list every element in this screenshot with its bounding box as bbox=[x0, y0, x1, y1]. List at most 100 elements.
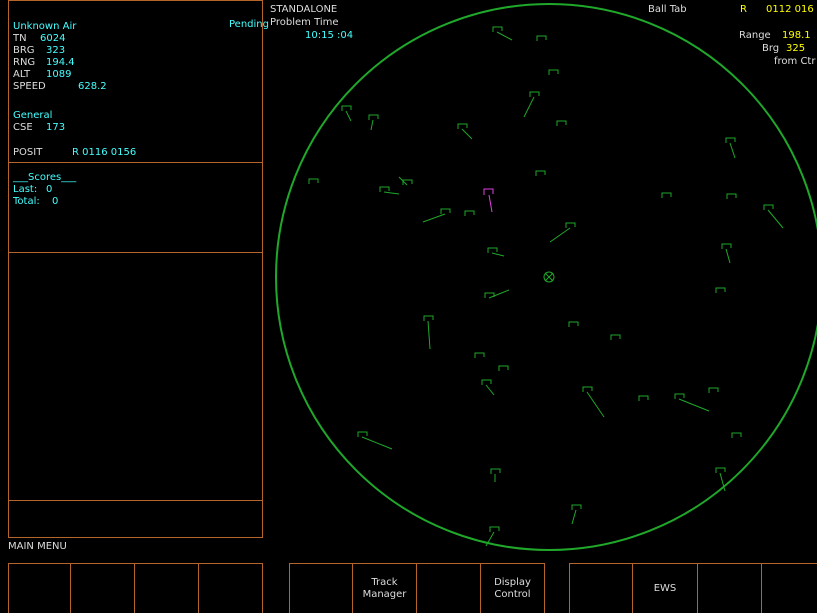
track-flag bbox=[457, 123, 468, 129]
track-symbol[interactable] bbox=[308, 178, 319, 184]
field-label: ALT bbox=[13, 69, 31, 80]
brg-label: Brg bbox=[762, 43, 780, 54]
track-symbol[interactable] bbox=[487, 247, 505, 257]
track-symbol[interactable] bbox=[492, 26, 513, 41]
brg-value: 325 bbox=[786, 43, 806, 54]
menu-button[interactable] bbox=[697, 563, 762, 613]
track-leader bbox=[725, 248, 731, 264]
track-symbol[interactable] bbox=[715, 467, 726, 492]
message-panel bbox=[8, 500, 263, 538]
last-label: Last: bbox=[13, 184, 38, 195]
track-symbol[interactable] bbox=[464, 210, 475, 216]
track-symbol[interactable] bbox=[474, 352, 485, 358]
track-symbol[interactable] bbox=[457, 123, 473, 140]
button-label: Control bbox=[494, 588, 531, 600]
track-symbol[interactable] bbox=[725, 137, 736, 159]
menu-button[interactable] bbox=[70, 563, 135, 613]
general-title: General bbox=[13, 110, 53, 121]
track-symbol[interactable] bbox=[568, 321, 579, 327]
button-label: Display bbox=[494, 576, 531, 588]
total-value: 0 bbox=[52, 196, 59, 207]
display-control-button[interactable]: Display Control bbox=[480, 563, 545, 613]
ref-label: R bbox=[740, 4, 747, 15]
track-symbol[interactable] bbox=[549, 222, 576, 243]
track-symbol[interactable] bbox=[490, 468, 501, 482]
track-symbol[interactable] bbox=[398, 176, 413, 186]
range-ring bbox=[275, 3, 817, 551]
track-symbol[interactable] bbox=[763, 204, 784, 229]
field-value: 194.4 bbox=[46, 57, 75, 68]
posit-label: POSIT bbox=[13, 147, 43, 158]
track-symbol[interactable] bbox=[674, 393, 710, 412]
track-flag bbox=[487, 247, 498, 253]
track-leader bbox=[523, 96, 535, 118]
track-symbol[interactable] bbox=[484, 289, 510, 299]
track-flag bbox=[341, 105, 352, 111]
time: 10:15 :04 bbox=[305, 30, 354, 41]
selected-track[interactable] bbox=[483, 188, 494, 213]
track-symbol[interactable] bbox=[571, 504, 582, 525]
track-flag bbox=[715, 467, 726, 473]
track-symbol[interactable] bbox=[535, 170, 546, 176]
menu-button[interactable] bbox=[416, 563, 481, 613]
track-flag bbox=[568, 321, 579, 327]
track-leader bbox=[361, 436, 393, 450]
track-flag bbox=[464, 210, 475, 216]
track-symbol[interactable] bbox=[726, 193, 737, 199]
button-label: Track bbox=[371, 576, 398, 588]
track-symbol[interactable] bbox=[661, 192, 672, 198]
track-flag bbox=[638, 395, 649, 401]
posit-value: R 0116 0156 bbox=[72, 147, 137, 158]
track-flag bbox=[565, 222, 576, 228]
track-symbol[interactable] bbox=[368, 114, 379, 131]
track-manager-button[interactable]: Track Manager bbox=[352, 563, 417, 613]
track-symbol[interactable] bbox=[379, 186, 400, 195]
track-symbol[interactable] bbox=[485, 526, 500, 547]
track-flag bbox=[308, 178, 319, 184]
ews-button[interactable]: EWS bbox=[632, 563, 698, 613]
track-symbol[interactable] bbox=[481, 379, 495, 396]
track-flag bbox=[474, 352, 485, 358]
track-leader bbox=[678, 398, 710, 412]
menu-button[interactable] bbox=[134, 563, 199, 613]
total-label: Total: bbox=[13, 196, 40, 207]
from-ctr: from Ctr bbox=[774, 56, 816, 67]
last-value: 0 bbox=[46, 184, 53, 195]
track-flag bbox=[726, 193, 737, 199]
track-symbol[interactable] bbox=[341, 105, 352, 122]
field-value: 323 bbox=[46, 45, 66, 56]
track-symbol[interactable] bbox=[582, 386, 605, 418]
menu-button[interactable] bbox=[569, 563, 633, 613]
track-symbol[interactable] bbox=[731, 432, 742, 438]
button-label: Manager bbox=[362, 588, 407, 600]
track-leader bbox=[485, 384, 495, 396]
track-leader bbox=[461, 128, 473, 140]
menu-button[interactable] bbox=[198, 563, 263, 613]
track-symbol[interactable] bbox=[423, 315, 434, 350]
menu-button[interactable] bbox=[289, 563, 353, 613]
track-symbol[interactable] bbox=[638, 395, 649, 401]
track-flag bbox=[536, 35, 547, 41]
track-symbol[interactable] bbox=[523, 91, 540, 118]
track-symbol[interactable] bbox=[556, 120, 567, 126]
track-symbol[interactable] bbox=[708, 387, 719, 393]
track-flag bbox=[357, 431, 368, 437]
track-flag bbox=[489, 526, 500, 532]
track-symbol[interactable] bbox=[357, 431, 393, 450]
track-symbol[interactable] bbox=[610, 334, 621, 340]
track-flag bbox=[556, 120, 567, 126]
menu-button[interactable] bbox=[761, 563, 817, 613]
track-symbol[interactable] bbox=[715, 287, 726, 293]
track-symbol[interactable] bbox=[422, 208, 451, 223]
track-symbol[interactable] bbox=[536, 35, 547, 41]
track-symbol[interactable] bbox=[721, 243, 732, 264]
track-flag bbox=[571, 504, 582, 510]
menu-button[interactable] bbox=[8, 563, 71, 613]
track-flag bbox=[423, 315, 434, 321]
track-leader bbox=[549, 227, 571, 243]
track-leader bbox=[370, 119, 374, 131]
track-symbol[interactable] bbox=[498, 365, 509, 371]
track-symbol[interactable] bbox=[548, 69, 559, 75]
track-leader bbox=[422, 213, 446, 223]
